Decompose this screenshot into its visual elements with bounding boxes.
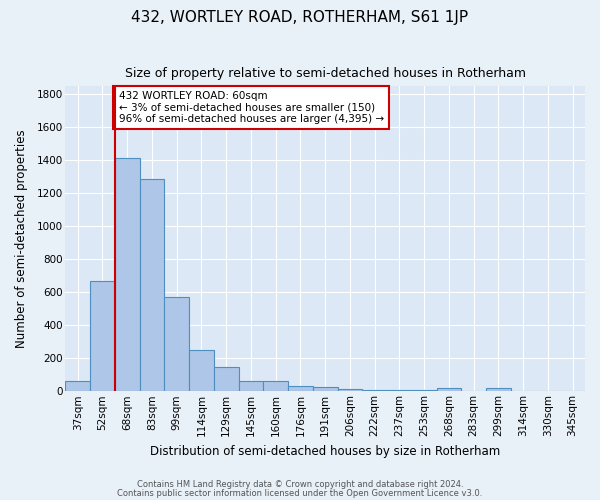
Bar — [313, 387, 338, 392]
X-axis label: Distribution of semi-detached houses by size in Rotherham: Distribution of semi-detached houses by … — [150, 444, 500, 458]
Y-axis label: Number of semi-detached properties: Number of semi-detached properties — [15, 129, 28, 348]
Bar — [412, 390, 437, 392]
Bar — [437, 388, 461, 392]
Bar — [65, 380, 90, 392]
Text: 432, WORTLEY ROAD, ROTHERHAM, S61 1JP: 432, WORTLEY ROAD, ROTHERHAM, S61 1JP — [131, 10, 469, 25]
Title: Size of property relative to semi-detached houses in Rotherham: Size of property relative to semi-detach… — [125, 68, 526, 80]
Bar — [362, 390, 387, 392]
Bar — [189, 350, 214, 392]
Text: Contains HM Land Registry data © Crown copyright and database right 2024.: Contains HM Land Registry data © Crown c… — [137, 480, 463, 489]
Bar — [338, 389, 362, 392]
Bar — [214, 367, 239, 392]
Bar — [387, 390, 412, 392]
Bar — [239, 382, 263, 392]
Text: 432 WORTLEY ROAD: 60sqm
← 3% of semi-detached houses are smaller (150)
96% of se: 432 WORTLEY ROAD: 60sqm ← 3% of semi-det… — [119, 91, 383, 124]
Bar — [140, 179, 164, 392]
Bar — [486, 388, 511, 392]
Text: Contains public sector information licensed under the Open Government Licence v3: Contains public sector information licen… — [118, 489, 482, 498]
Bar — [115, 158, 140, 392]
Bar — [90, 280, 115, 392]
Bar — [288, 386, 313, 392]
Bar — [263, 382, 288, 392]
Bar — [164, 297, 189, 392]
